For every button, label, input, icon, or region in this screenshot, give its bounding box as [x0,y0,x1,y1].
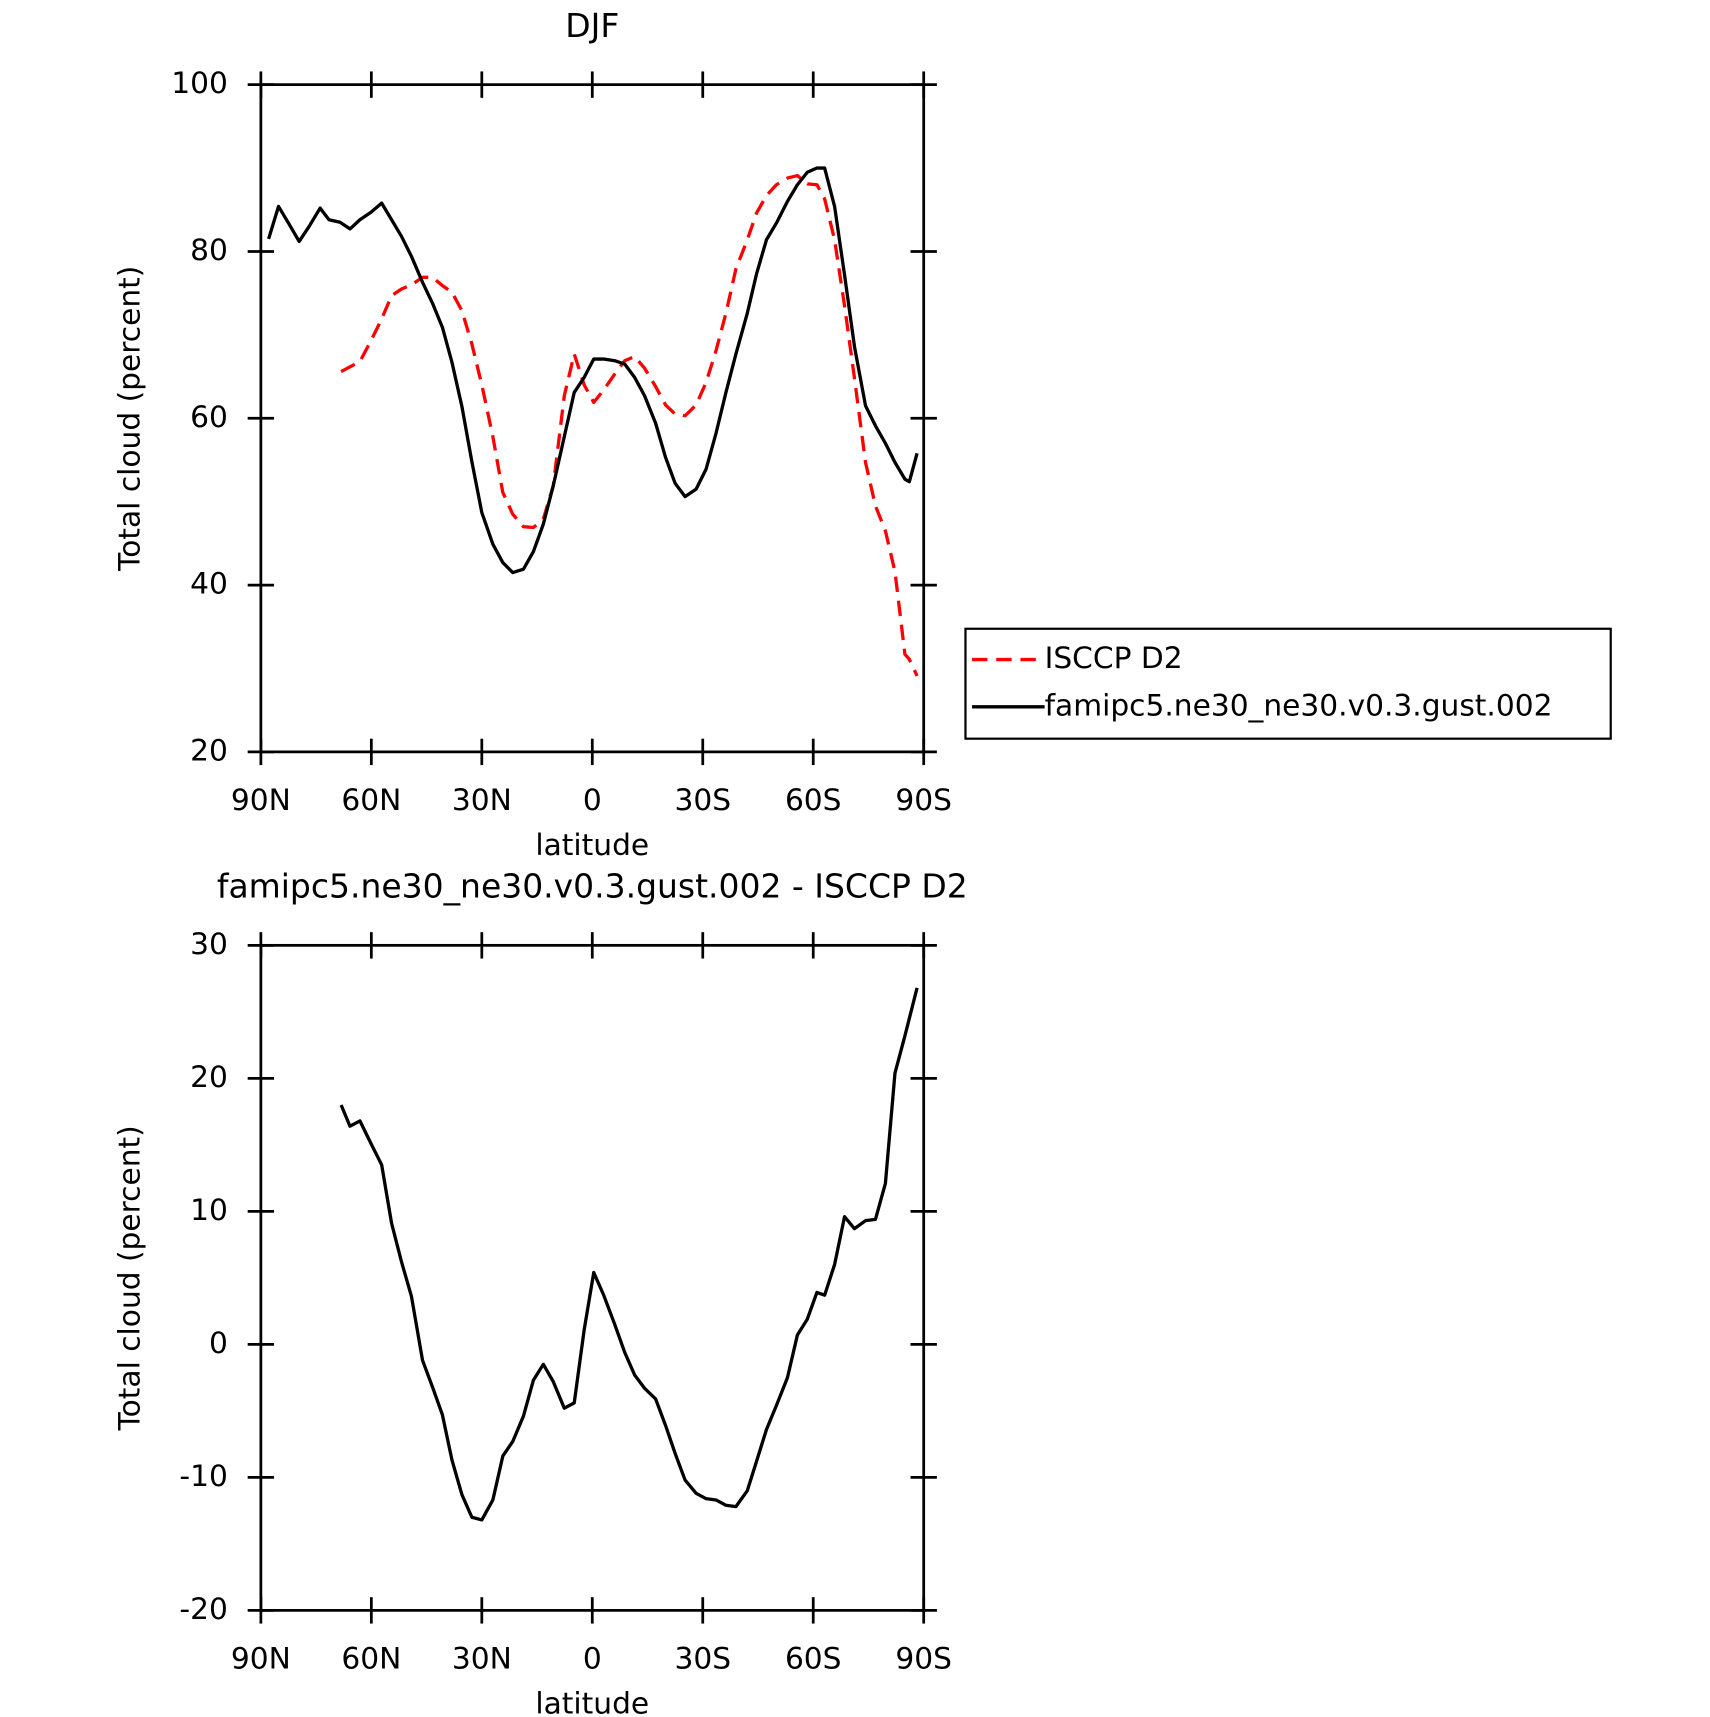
plot-frame [259,83,926,754]
legend-box [964,627,1612,740]
x-tick-label: 90N [231,782,291,817]
y-tick-label: 20 [190,732,228,767]
x-tick-label: 90S [895,1640,952,1675]
y-axis-label: Total cloud (percent) [112,1125,147,1431]
y-tick-label: 10 [190,1192,228,1227]
x-tick-label: 30N [452,782,512,817]
y-axis-label: Total cloud (percent) [112,266,147,572]
x-tick-label: 0 [583,1640,602,1675]
x-tick-label: 60N [341,782,401,817]
y-tick-label: 60 [190,399,228,434]
y-tick-label: 20 [190,1059,228,1094]
x-tick-label: 60S [785,1640,842,1675]
legend-label: famipc5.ne30_ne30.v0.3.gust.002 [1045,687,1553,722]
x-tick-label: 30S [674,1640,731,1675]
data-line [340,173,919,677]
x-tick-label: 60N [341,1640,401,1675]
x-tick-label: 0 [583,782,602,817]
legend-label: ISCCP D2 [1045,640,1183,675]
x-tick-label: 90S [895,782,952,817]
x-tick-label: 60S [785,782,842,817]
chart-title: famipc5.ne30_ne30.v0.3.gust.002 - ISCCP … [217,867,968,906]
data-line [339,987,919,1522]
y-tick-label: -20 [179,1591,227,1626]
y-tick-label: 30 [190,926,228,961]
y-tick-label: 80 [190,232,228,267]
x-tick-label: 90N [231,1640,291,1675]
y-tick-label: -10 [179,1458,227,1493]
y-tick-label: 0 [209,1325,228,1360]
x-axis-label: latitude [535,1685,649,1717]
x-tick-label: 30N [452,1640,512,1675]
data-line [267,166,919,575]
y-tick-label: 40 [190,566,228,601]
x-axis-label: latitude [535,827,649,862]
x-tick-label: 30S [674,782,731,817]
chart-title: DJF [565,6,619,45]
y-tick-label: 100 [171,65,228,100]
